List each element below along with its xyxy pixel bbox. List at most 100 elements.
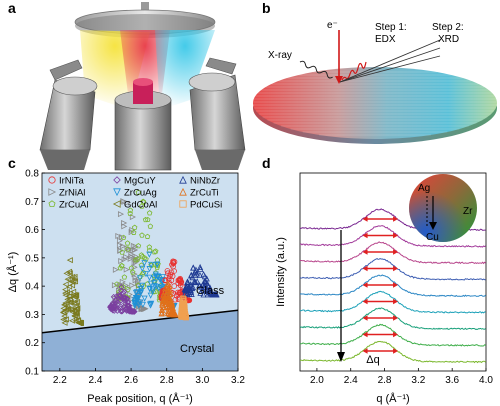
data-point-mgcuy bbox=[123, 306, 130, 313]
data-point-mgcuy bbox=[117, 303, 124, 310]
data-point-zrnial bbox=[128, 229, 135, 236]
data-point-ninbzr bbox=[203, 285, 210, 292]
data-point-ninbzr bbox=[201, 281, 208, 288]
panel-d: d Δq Ag Zr Cu 2.0 2.4 2.8 3.2 3.6 4.0 q (Å⁻¹)… bbox=[262, 155, 493, 405]
legend-c: IrNiTa MgCuY NiNbZr ZrNiAl ZrCuAg ZrCuTi ZrCuA… bbox=[48, 175, 222, 211]
data-point-zrcuti bbox=[167, 291, 174, 298]
data-point-zrcual bbox=[117, 265, 124, 271]
data-point-irnita bbox=[162, 277, 169, 283]
data-point-gdcoal bbox=[68, 282, 76, 289]
data-point-zrcuag bbox=[139, 301, 146, 308]
y-tick-label-c: 0.7 bbox=[25, 197, 39, 208]
data-point-zrcuag bbox=[154, 262, 161, 269]
data-point-zrcual bbox=[125, 286, 131, 292]
data-point-ninbzr bbox=[189, 284, 197, 291]
data-point-zrnial bbox=[121, 223, 128, 230]
data-point-zrcuti bbox=[159, 303, 166, 310]
data-point-zrcuti bbox=[158, 310, 165, 317]
axes-c: 2.2 2.4 2.6 2.8 3.0 3.2 0.1 0.2 0.3 0.4 0.5 0.6 0.7 0… bbox=[25, 169, 245, 387]
data-point-zrcuag bbox=[151, 283, 158, 290]
data-point-gdcoal bbox=[70, 288, 77, 295]
data-point-zrcual bbox=[130, 229, 137, 235]
y-tick-label-c: 0.8 bbox=[25, 169, 39, 180]
x-tick-label-d: 3.2 bbox=[411, 375, 425, 386]
glass-label: Glass bbox=[196, 285, 225, 297]
data-point-zrcual bbox=[144, 216, 151, 223]
xrd-trace bbox=[300, 241, 486, 265]
data-point-zrcual bbox=[120, 284, 127, 290]
data-point-zrcual bbox=[139, 253, 146, 260]
data-point-ninbzr bbox=[196, 282, 203, 289]
y-tick-label-c: 0.6 bbox=[25, 225, 39, 236]
data-point-mgcuy bbox=[115, 292, 122, 299]
data-point-zrcual bbox=[124, 240, 131, 246]
data-point-mgcuy bbox=[110, 293, 117, 300]
data-point-zrcual bbox=[151, 249, 158, 255]
data-point-gdcoal bbox=[73, 292, 80, 299]
data-point-zrcuti bbox=[165, 281, 172, 288]
data-point-gdcoal bbox=[62, 281, 69, 288]
fwhm-arrowhead-right bbox=[393, 315, 399, 321]
x-tick-label-c: 2.6 bbox=[124, 375, 138, 386]
data-point-gdcoal bbox=[60, 309, 67, 316]
wafer bbox=[253, 67, 497, 144]
data-point-gdcoal bbox=[60, 316, 67, 323]
x-tick-label-d: 4.0 bbox=[479, 375, 493, 386]
x-tick-label-c: 2.4 bbox=[89, 375, 103, 386]
edx-signal bbox=[341, 61, 367, 81]
glass-crystal-boundary bbox=[42, 309, 238, 334]
x-tick-label-d: 2.8 bbox=[378, 375, 392, 386]
data-point-gdcoal bbox=[72, 292, 79, 300]
data-point-irnita bbox=[167, 271, 174, 278]
data-point-zrcuag bbox=[159, 273, 167, 281]
electron-beam-arrowhead bbox=[335, 76, 343, 84]
xrd-trace bbox=[300, 323, 486, 347]
data-point-zrcuti bbox=[166, 303, 173, 310]
data-point-ninbzr bbox=[200, 291, 207, 298]
legend-marker-zrcual bbox=[48, 200, 56, 207]
data-point-ninbzr bbox=[197, 263, 204, 271]
x-tick-label-d: 2.4 bbox=[344, 375, 358, 386]
data-point-gdcoal bbox=[62, 286, 69, 293]
xrd-trace bbox=[300, 340, 486, 364]
data-point-gdcoal bbox=[68, 317, 76, 324]
data-point-mgcuy bbox=[128, 308, 135, 315]
sequence-arrowhead bbox=[337, 352, 345, 362]
legend-marker-pdcusi bbox=[179, 200, 187, 208]
data-point-ninbzr bbox=[193, 270, 200, 277]
data-point-zrcual bbox=[139, 232, 145, 238]
legend-label-zrcuag: ZrCuAg bbox=[124, 188, 157, 199]
data-point-zrnial bbox=[121, 256, 128, 263]
legend-marker-zrnial bbox=[48, 188, 57, 196]
data-point-zrcual bbox=[142, 216, 149, 223]
legend-label-zrcual: ZrCuAl bbox=[59, 200, 89, 211]
data-point-zrcuag bbox=[146, 301, 154, 308]
data-point-zrcual bbox=[147, 223, 154, 229]
data-point-mgcuy bbox=[111, 303, 118, 310]
data-point-zrcual bbox=[131, 224, 138, 230]
x-tick-label-d: 3.6 bbox=[445, 375, 459, 386]
data-point-gdcoal bbox=[67, 299, 74, 306]
step2-line1: Step 2: bbox=[432, 22, 464, 33]
xrd-diffraction-lines bbox=[339, 39, 441, 83]
legend-marker-ninbzr bbox=[179, 175, 187, 184]
data-point-gdcoal bbox=[72, 317, 79, 324]
data-point-mgcuy bbox=[129, 308, 136, 315]
data-point-zrcuti bbox=[166, 295, 173, 302]
data-point-zrnial bbox=[142, 305, 149, 312]
data-point-mgcuy bbox=[113, 296, 120, 303]
data-point-zrnial bbox=[129, 213, 136, 221]
data-point-mgcuy bbox=[124, 299, 131, 306]
crystal-region bbox=[42, 310, 238, 371]
data-point-irnita bbox=[171, 268, 177, 274]
fwhm-arrowhead-left bbox=[362, 298, 368, 305]
sputter-gun-left bbox=[39, 76, 98, 170]
data-point-zrcual bbox=[139, 203, 145, 209]
data-point-zrcual bbox=[144, 233, 151, 239]
data-point-ninbzr bbox=[189, 274, 196, 281]
data-point-zrcuag bbox=[146, 251, 153, 258]
data-point-ninbzr bbox=[192, 271, 199, 278]
data-point-zrcuag bbox=[148, 300, 155, 307]
wheel-label-cu: Cu bbox=[426, 232, 439, 243]
plot-frame-c bbox=[41, 172, 239, 372]
